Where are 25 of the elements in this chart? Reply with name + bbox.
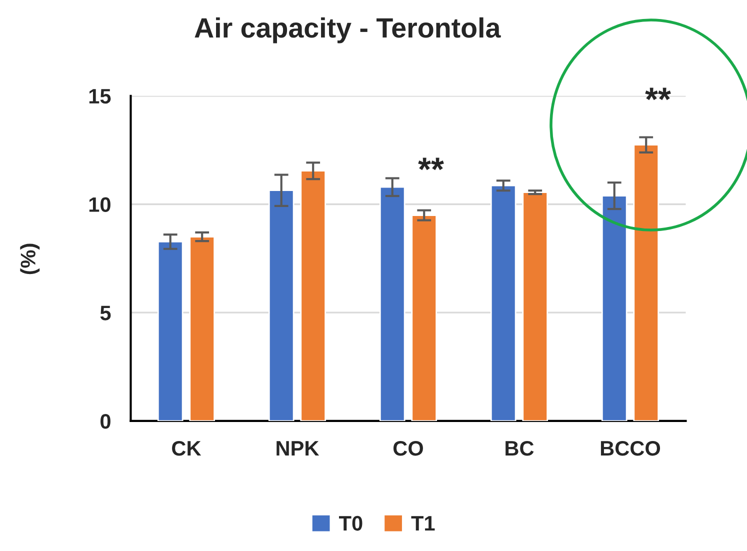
bar [633,144,660,421]
bar [379,186,406,421]
annotation: ** [418,158,444,170]
y-tick-label: 0 [100,414,110,429]
legend-label: T1 [411,516,435,530]
x-tick-label: CO [393,440,423,456]
legend-label: T0 [339,516,362,531]
bar [189,236,216,421]
bar [522,192,548,421]
bar [300,170,326,421]
x-tick-label: CK [172,440,202,456]
x-tick-label: BCCO [600,440,660,456]
y-tick-label: 10 [89,197,110,212]
y-tick-label: 5 [100,306,111,320]
bar [490,184,516,421]
x-tick-label: BC [506,440,534,456]
bar [157,241,184,421]
annotation: ** [645,88,671,100]
bar [601,195,628,421]
y-axis-title: (%) [20,244,40,274]
bar [268,190,294,421]
bar [411,214,438,421]
y-tick-label: 15 [89,89,111,104]
x-tick-label: NPK [276,441,320,456]
chart-title: Air capacity - Terontola [194,17,501,44]
